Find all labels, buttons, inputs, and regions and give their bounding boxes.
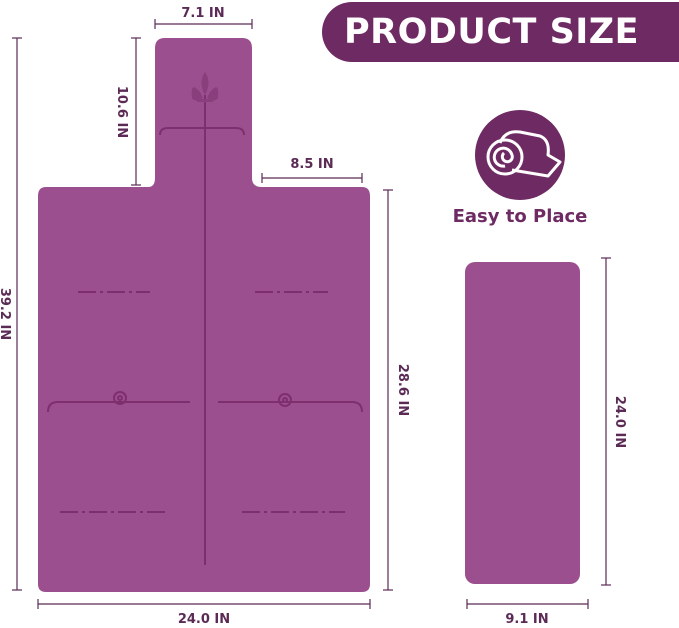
mat-guide-lines xyxy=(47,95,363,565)
handle-length-label: 10.6 IN xyxy=(114,86,129,138)
body-width-label: 24.0 IN xyxy=(178,612,230,627)
total-length-label: 39.2 IN xyxy=(0,288,12,340)
body-length-label: 28.6 IN xyxy=(395,364,410,416)
rolled-mat-icon xyxy=(475,110,565,200)
dimension-lines xyxy=(12,19,611,609)
small-mat-width-label: 9.1 IN xyxy=(505,612,548,627)
fleur-de-lis-icon xyxy=(191,72,219,102)
small-mat-length-label: 24.0 IN xyxy=(612,396,627,448)
handle-width-label: 7.1 IN xyxy=(181,6,224,21)
easy-to-place-label: Easy to Place xyxy=(452,206,588,227)
product-size-banner: PRODUCT SIZE xyxy=(322,2,679,62)
small-mat xyxy=(465,262,580,584)
shoulder-width-label: 8.5 IN xyxy=(290,157,333,172)
